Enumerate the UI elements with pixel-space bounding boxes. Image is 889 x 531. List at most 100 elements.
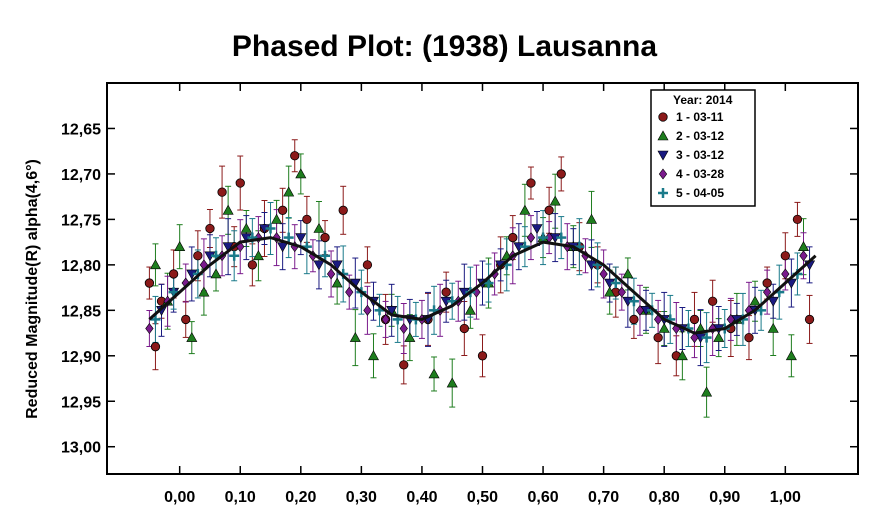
x-axis-ticks: 0,00 0,10 0,20 0,30 0,40 0,50 0,60 0,70 0,80 0,90…	[164, 83, 801, 506]
data-point	[168, 287, 179, 298]
data-point	[222, 242, 234, 253]
data-point	[363, 304, 372, 316]
data-points	[144, 151, 816, 397]
data-point	[459, 323, 469, 334]
y-tick-label: 12,85	[61, 303, 101, 320]
x-tick-label: 0,90	[709, 489, 740, 506]
data-point	[767, 296, 779, 307]
data-point	[145, 323, 154, 335]
data-point	[362, 260, 373, 270]
data-point	[713, 331, 725, 342]
data-point	[635, 304, 645, 316]
data-point	[477, 351, 488, 361]
x-tick-label: 0,50	[467, 489, 498, 506]
data-point	[345, 286, 354, 298]
data-point	[144, 278, 155, 288]
data-point	[549, 195, 561, 206]
data-point	[399, 360, 409, 370]
data-point	[229, 250, 240, 261]
data-point	[658, 168, 668, 180]
data-point	[749, 295, 761, 306]
data-point	[744, 332, 754, 343]
x-tick-label: 1,00	[770, 489, 801, 506]
legend: Year: 2014 1 - 03-11 2 - 03-12 3 - 03-12 4 …	[650, 89, 756, 207]
legend-entry-label: 1 - 03-11	[676, 110, 724, 124]
data-point	[556, 232, 567, 243]
data-point	[150, 342, 161, 352]
data-point	[198, 286, 210, 297]
data-point	[265, 223, 276, 234]
data-point	[367, 350, 379, 361]
y-tick-label: 12,65	[61, 121, 101, 138]
data-point	[464, 304, 476, 315]
data-point	[531, 224, 543, 235]
data-point	[381, 313, 390, 325]
y-axis-label-text: Reduced Magnitude(R) alpha(4,6°)	[24, 159, 41, 419]
data-point	[657, 130, 669, 141]
data-point	[610, 278, 621, 289]
error-bars	[146, 139, 813, 418]
data-point	[235, 178, 245, 188]
data-point	[707, 296, 718, 306]
data-point	[247, 260, 258, 270]
data-point	[331, 260, 343, 271]
data-point	[320, 232, 330, 243]
data-point	[399, 323, 408, 335]
data-point	[658, 188, 668, 198]
data-point	[320, 250, 331, 261]
x-tick-label: 0,60	[527, 489, 558, 506]
data-point	[628, 296, 639, 307]
data-point	[149, 259, 161, 270]
chart-title: Phased Plot: (1938) Lausanna	[231, 30, 658, 63]
data-point	[544, 205, 554, 215]
data-point	[658, 112, 668, 122]
data-point	[629, 314, 639, 325]
data-point	[193, 251, 203, 261]
legend-entry-label: 2 - 03-12	[676, 129, 724, 143]
x-tick-label: 0,80	[649, 489, 680, 506]
y-tick-label: 12,95	[61, 394, 101, 411]
data-point	[604, 286, 616, 297]
data-point	[205, 223, 215, 234]
data-point	[404, 331, 416, 342]
data-point	[283, 186, 295, 197]
data-point	[622, 268, 634, 279]
data-point	[526, 232, 536, 244]
y-tick-label: 12,90	[61, 349, 101, 366]
x-tick-label: 0,00	[164, 489, 195, 506]
y-axis-label: Reduced Magnitude(R) alpha(4,6°)	[24, 159, 41, 419]
data-point	[217, 187, 227, 197]
y-tick-label: 12,75	[61, 212, 101, 229]
data-point	[313, 222, 325, 233]
legend-entry-label: 3 - 03-12	[676, 148, 724, 162]
data-point	[701, 332, 712, 343]
y-tick-label: 12,70	[61, 167, 101, 184]
data-point	[313, 260, 325, 271]
data-point	[386, 306, 398, 316]
data-point	[526, 178, 536, 188]
y-tick-label: 13,00	[61, 440, 101, 457]
x-tick-label: 0,40	[406, 489, 437, 506]
data-point	[210, 268, 222, 279]
data-point	[763, 286, 772, 298]
data-point	[338, 205, 348, 215]
data-point	[599, 268, 608, 280]
data-point	[302, 214, 312, 225]
data-point	[186, 331, 198, 342]
data-point	[252, 250, 264, 261]
data-point	[168, 269, 179, 279]
data-point	[756, 305, 767, 316]
data-point	[446, 377, 458, 388]
data-point	[658, 322, 670, 333]
legend-box	[650, 89, 756, 207]
fit-curve	[148, 236, 817, 335]
legend-entry: 4 - 03-28	[658, 167, 724, 181]
data-point	[617, 286, 626, 298]
legend-entry: 5 - 04-05	[658, 186, 724, 200]
data-point	[428, 368, 440, 379]
x-tick-label: 0,10	[225, 489, 256, 506]
y-tick-label: 12,80	[61, 258, 101, 275]
data-point	[240, 222, 252, 233]
data-point	[283, 232, 294, 243]
